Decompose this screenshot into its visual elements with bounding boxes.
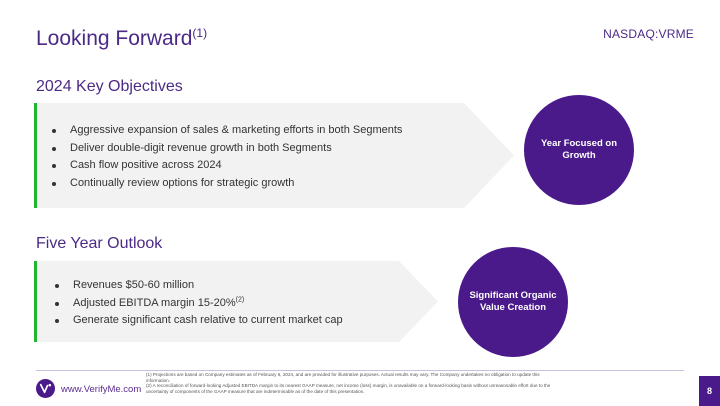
value-creation-circle: Significant Organic Value Creation	[458, 247, 568, 357]
growth-focus-label: Year Focused on Growth	[540, 137, 618, 162]
objectives-panel: Aggressive expansion of sales & marketin…	[34, 103, 514, 208]
list-item: Cash flow positive across 2024	[50, 157, 402, 175]
outlook-heading: Five Year Outlook	[36, 235, 163, 252]
value-creation-label: Significant Organic Value Creation	[469, 289, 557, 314]
growth-focus-circle: Year Focused on Growth	[524, 95, 634, 205]
title-footnote-marker: (1)	[192, 26, 208, 40]
ebitda-text: Adjusted EBITDA margin 15-20%	[73, 296, 236, 309]
list-item: Revenues $50-60 million	[53, 277, 343, 295]
objectives-heading: 2024 Key Objectives	[36, 78, 183, 95]
list-item: Generate significant cash relative to cu…	[53, 312, 343, 330]
objectives-list: Aggressive expansion of sales & marketin…	[50, 122, 402, 192]
stock-ticker: NASDAQ:VRME	[603, 27, 694, 41]
footer-divider	[36, 370, 684, 371]
list-item: Aggressive expansion of sales & marketin…	[50, 122, 402, 140]
page-number: 8	[699, 376, 720, 406]
page-title-text: Looking Forward	[36, 27, 193, 50]
list-item: Deliver double-digit revenue growth in b…	[50, 140, 402, 158]
outlook-arrow-shape	[34, 261, 438, 342]
footnotes: (1) Projections are based on Company est…	[146, 372, 556, 395]
website-link[interactable]: www.VerifyMe.com	[61, 384, 142, 395]
outlook-panel: Revenues $50-60 million Adjusted EBITDA …	[34, 261, 438, 342]
footnote-2: (2) A reconciliation of forward-looking …	[146, 383, 551, 395]
footnote-1: (1) Projections are based on Company est…	[146, 372, 540, 383]
list-item: Adjusted EBITDA margin 15-20%(2)	[53, 295, 343, 313]
page-title: Looking Forward(1)	[36, 27, 207, 51]
objectives-arrow-shape	[34, 103, 514, 208]
verifyme-logo-icon	[36, 379, 55, 398]
list-item: Continually review options for strategic…	[50, 175, 402, 193]
outlook-list: Revenues $50-60 million Adjusted EBITDA …	[53, 277, 343, 330]
ebitda-footnote-marker: (2)	[235, 295, 245, 303]
